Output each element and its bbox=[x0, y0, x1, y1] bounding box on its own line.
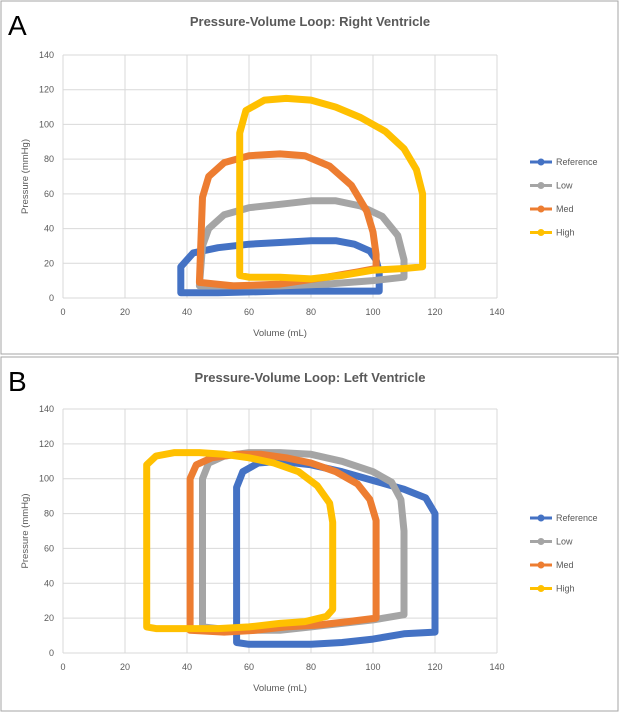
x-tick-label: 120 bbox=[427, 307, 442, 317]
series-line-med bbox=[186, 450, 380, 636]
y-tick-label: 140 bbox=[39, 50, 54, 60]
legend-marker-high bbox=[537, 229, 545, 236]
chart-panel-right-ventricle: 0 20 40 60 80 100 120 140 0 20 40 60 80 100 120 140 Pres… bbox=[0, 0, 619, 355]
legend-marker-low bbox=[537, 182, 545, 189]
y-tick-label: 0 bbox=[49, 648, 54, 658]
x-tick-label: 140 bbox=[489, 307, 504, 317]
y-tick-label: 40 bbox=[44, 224, 54, 234]
y-axis-label: Pressure (mmHg) bbox=[20, 494, 31, 569]
x-tick-label: 120 bbox=[427, 662, 442, 672]
panel-frame bbox=[0, 0, 619, 355]
x-tick-label: 0 bbox=[60, 307, 65, 317]
y-tick-label: 140 bbox=[39, 404, 54, 414]
x-tick-label: 80 bbox=[306, 307, 316, 317]
y-tick-label: 20 bbox=[44, 613, 54, 623]
legend-marker-med bbox=[537, 561, 545, 569]
series-line-reference bbox=[177, 237, 383, 297]
y-tick-label: 60 bbox=[44, 189, 54, 199]
y-tick-label: 20 bbox=[44, 258, 54, 268]
panel-frame bbox=[0, 356, 619, 712]
y-tick-label: 0 bbox=[49, 293, 54, 303]
y-tick-label: 40 bbox=[44, 578, 54, 588]
legend: Reference Low Med High bbox=[530, 513, 598, 594]
x-tick-label: 100 bbox=[365, 662, 380, 672]
chart-panel-left-ventricle: 0 20 40 60 80 100 120 140 0 20 40 60 80 100 120 140 Pres… bbox=[0, 356, 619, 712]
x-tick-label: 60 bbox=[244, 307, 254, 317]
panel-letter: B bbox=[8, 366, 27, 397]
y-axis-label: Pressure (mmHg) bbox=[20, 139, 31, 214]
x-tick-label: 40 bbox=[182, 662, 192, 672]
panel-letter: A bbox=[8, 10, 27, 41]
y-tick-label: 120 bbox=[39, 439, 54, 449]
x-tick-label: 20 bbox=[120, 662, 130, 672]
x-axis-label: Volume (mL) bbox=[253, 328, 307, 339]
series-line-high bbox=[236, 94, 427, 283]
legend: Reference Low Med High bbox=[530, 157, 598, 238]
legend-label: Low bbox=[556, 181, 573, 191]
y-tick-label: 80 bbox=[44, 154, 54, 164]
legend-marker-reference bbox=[537, 158, 545, 166]
legend-marker-high bbox=[537, 585, 545, 592]
legend-marker-med bbox=[537, 205, 545, 213]
legend-label: Reference bbox=[556, 157, 598, 167]
y-tick-label: 120 bbox=[39, 85, 54, 95]
chart-title: Pressure-Volume Loop: Left Ventricle bbox=[195, 370, 426, 385]
x-tick-label: 60 bbox=[244, 662, 254, 672]
x-tick-label: 0 bbox=[60, 662, 65, 672]
legend-label: High bbox=[556, 228, 575, 238]
series-line-high bbox=[143, 449, 337, 633]
x-tick-label: 20 bbox=[120, 307, 130, 317]
chart-title: Pressure-Volume Loop: Right Ventricle bbox=[190, 14, 430, 29]
legend-label: Med bbox=[556, 204, 574, 214]
legend-label: Low bbox=[556, 537, 573, 547]
y-tick-label: 80 bbox=[44, 509, 54, 519]
x-tick-label: 140 bbox=[489, 662, 504, 672]
y-tick-label: 100 bbox=[39, 119, 54, 129]
legend-label: Reference bbox=[556, 513, 598, 523]
y-tick-label: 100 bbox=[39, 474, 54, 484]
series-line-low bbox=[195, 197, 408, 290]
legend-marker-reference bbox=[537, 514, 545, 522]
y-tick-label: 60 bbox=[44, 543, 54, 553]
x-tick-label: 40 bbox=[182, 307, 192, 317]
legend-label: High bbox=[556, 584, 575, 594]
legend-marker-low bbox=[537, 538, 545, 545]
legend-label: Med bbox=[556, 560, 574, 570]
x-tick-label: 80 bbox=[306, 662, 316, 672]
x-axis-label: Volume (mL) bbox=[253, 683, 307, 694]
x-tick-label: 100 bbox=[365, 307, 380, 317]
